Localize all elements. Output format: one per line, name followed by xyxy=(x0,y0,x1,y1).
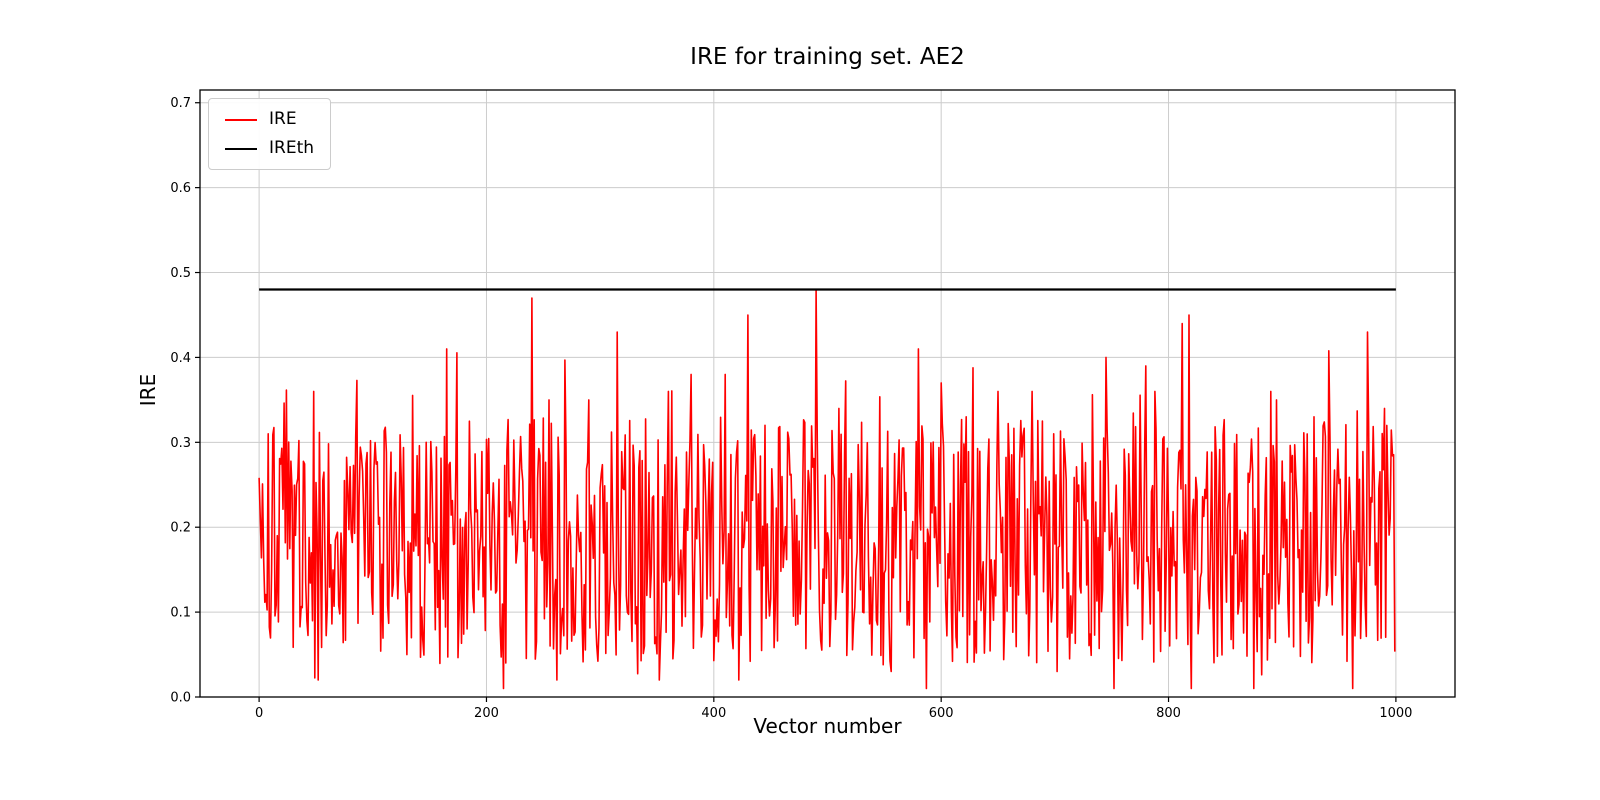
y-tick-label: 0.0 xyxy=(170,691,191,706)
y-axis-label: IRE xyxy=(136,373,160,407)
x-tick-label: 1000 xyxy=(1379,706,1412,721)
x-tick-label: 200 xyxy=(474,706,499,721)
series-line-ire xyxy=(258,288,1396,690)
y-tick-label: 0.1 xyxy=(170,606,191,621)
legend-swatch-ireth xyxy=(225,147,257,150)
y-tick-label: 0.6 xyxy=(170,181,191,196)
y-tick-label: 0.3 xyxy=(170,436,191,451)
legend-item-ireth: IREth xyxy=(225,140,314,157)
axes-spines xyxy=(199,89,1456,698)
x-tick-label: 800 xyxy=(1156,706,1181,721)
legend: IRE IREth xyxy=(208,98,332,170)
x-tick-label: 0 xyxy=(255,706,263,721)
chart-title: IRE for training set. AE2 xyxy=(690,44,965,70)
y-tick-label: 0.5 xyxy=(170,266,191,281)
x-tick-label: 600 xyxy=(929,706,954,721)
legend-label-ire: IRE xyxy=(269,109,297,129)
legend-item-ire: IRE xyxy=(225,111,314,128)
x-tick-label: 400 xyxy=(701,706,726,721)
y-tick-label: 0.7 xyxy=(170,96,191,111)
y-tick-label: 0.2 xyxy=(170,521,191,536)
y-tick-label: 0.4 xyxy=(170,351,191,366)
legend-label-ireth: IREth xyxy=(269,138,315,158)
x-axis-label: Vector number xyxy=(753,714,902,738)
legend-swatch-ire xyxy=(225,118,257,121)
